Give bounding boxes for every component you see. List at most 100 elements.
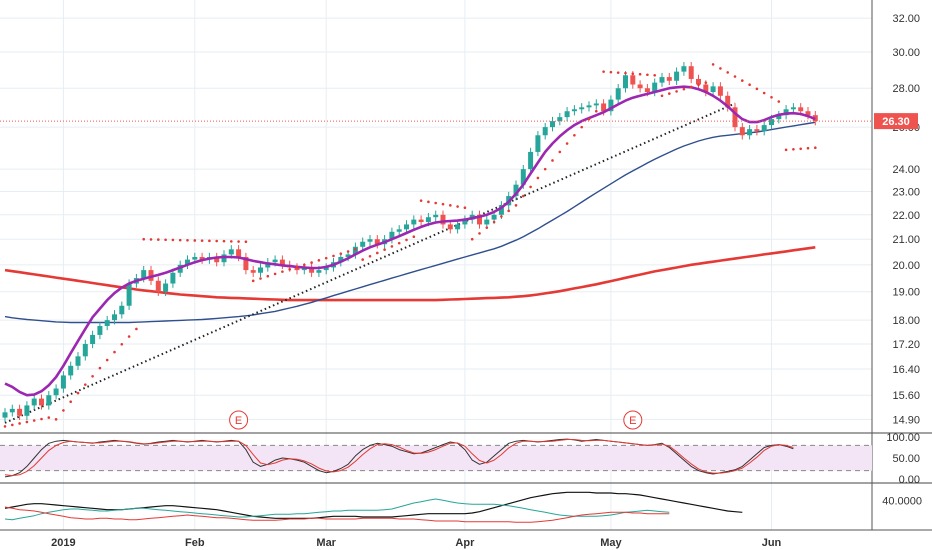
psar-dot — [507, 209, 511, 213]
candle — [24, 405, 30, 416]
candle — [535, 135, 541, 152]
earnings-marker-label: E — [235, 415, 242, 427]
psar-dot — [660, 94, 664, 98]
stoch-tick-label: 100.00 — [886, 432, 920, 444]
price-tick-label: 24.00 — [892, 164, 920, 176]
candle — [447, 224, 453, 230]
psar-dot — [784, 148, 788, 152]
psar-dot — [558, 150, 562, 154]
earnings-marker-circle — [229, 410, 249, 430]
adx-line — [4, 491, 743, 519]
candle — [39, 398, 44, 406]
price-tick-label: 16.40 — [892, 364, 920, 376]
psar-dot — [806, 146, 810, 150]
candle — [790, 107, 796, 110]
psar-dot — [412, 235, 416, 239]
psar-dot — [529, 185, 532, 189]
di-minus-line — [4, 506, 670, 523]
candle — [243, 257, 249, 271]
candle — [608, 99, 614, 112]
x-tick-label: Mar — [316, 537, 336, 549]
earnings-marker[interactable]: E — [229, 410, 249, 430]
price-tick-label: 17.20 — [892, 339, 920, 351]
candle — [82, 343, 88, 357]
psar-dot — [215, 239, 218, 243]
candle — [769, 119, 774, 126]
psar-dot — [208, 239, 211, 243]
psar-dot — [500, 215, 503, 218]
psar-dot — [171, 238, 175, 242]
psar-dot — [799, 147, 802, 151]
candle — [484, 219, 490, 225]
psar-dot — [69, 400, 72, 403]
stoch-tick-label: 50.00 — [892, 453, 920, 465]
ma-slow-line — [4, 246, 816, 302]
candle — [9, 408, 15, 413]
candle — [90, 334, 96, 344]
candle — [542, 127, 548, 136]
candle — [659, 77, 665, 83]
psar-dot — [733, 75, 737, 78]
candle — [345, 254, 351, 258]
candle — [141, 270, 147, 279]
earnings-marker[interactable]: E — [623, 410, 643, 430]
psar-dot — [142, 237, 145, 241]
price-tick-label: 15.60 — [892, 390, 920, 402]
candle — [593, 103, 599, 106]
candle — [60, 375, 66, 389]
psar-dots — [3, 63, 817, 428]
psar-dot — [98, 366, 102, 370]
psar-dot — [631, 72, 635, 76]
last-price-tag: 26.30 — [874, 113, 918, 130]
psar-dot — [602, 70, 605, 73]
candle — [747, 129, 753, 136]
psar-dot — [653, 73, 656, 77]
psar-dot — [704, 81, 708, 84]
psar-dot — [777, 100, 781, 103]
psar-dot — [470, 237, 474, 241]
psar-dot — [726, 71, 729, 74]
psar-dot — [376, 251, 379, 255]
price-tick-label: 14.90 — [892, 414, 920, 426]
psar-dot — [91, 375, 94, 378]
psar-dot — [565, 142, 569, 145]
candle — [236, 249, 242, 258]
psar-dot — [689, 85, 693, 89]
candle — [163, 283, 169, 292]
psar-dot — [18, 422, 21, 425]
candle — [688, 66, 694, 79]
candle — [279, 259, 285, 265]
candle — [126, 283, 132, 306]
candle — [732, 107, 738, 128]
psar-dot — [178, 238, 182, 242]
psar-dot — [3, 425, 7, 428]
candle — [155, 280, 161, 292]
candle — [214, 257, 220, 263]
candle — [776, 115, 782, 120]
psar-dot — [668, 92, 671, 95]
candle — [557, 117, 563, 122]
candle — [309, 267, 315, 273]
psar-dot — [478, 232, 481, 235]
psar-dot — [638, 72, 642, 76]
psar-dot — [361, 258, 365, 261]
psar-dot — [814, 146, 817, 150]
psar-dot — [449, 204, 452, 207]
candle — [637, 84, 643, 89]
candle — [97, 325, 103, 335]
psar-dot — [54, 418, 58, 421]
candle — [192, 257, 198, 260]
psar-dot — [536, 176, 540, 180]
candle — [513, 184, 519, 197]
psar-dot — [741, 79, 744, 82]
psar-dot — [390, 245, 394, 248]
price-tick-label: 28.00 — [892, 83, 920, 95]
psar-dot — [186, 238, 189, 242]
candle — [265, 262, 271, 268]
candle — [615, 88, 621, 100]
psar-dot — [317, 259, 321, 262]
candle — [323, 267, 329, 271]
candle — [119, 305, 125, 315]
candle — [703, 84, 709, 92]
